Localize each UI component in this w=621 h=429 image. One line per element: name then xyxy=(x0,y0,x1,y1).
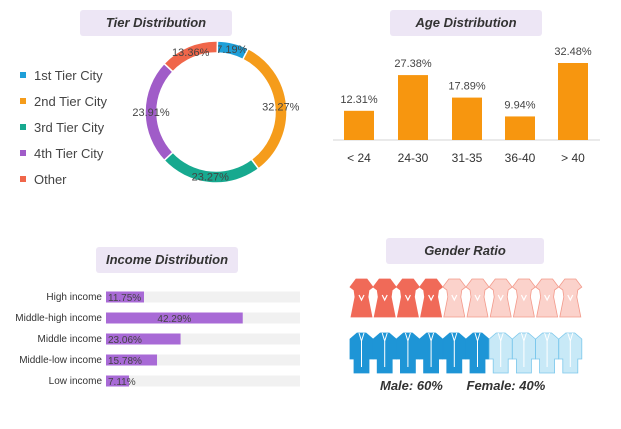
age-tick-label: 36-40 xyxy=(505,151,536,165)
shirt-detail xyxy=(567,332,574,367)
income-value-label: 23.06% xyxy=(108,335,142,346)
legend-label: 1st Tier City xyxy=(34,67,103,83)
slice-label: 23.27% xyxy=(192,172,230,184)
slice-label: 7.19% xyxy=(216,44,247,56)
age-bar xyxy=(505,116,535,140)
legend-swatch xyxy=(20,124,26,130)
dress-icon xyxy=(535,278,560,318)
income-track xyxy=(106,354,300,366)
shirt-detail xyxy=(358,332,365,367)
income-bar xyxy=(106,312,243,324)
shirt-detail xyxy=(474,332,481,367)
dress-detail xyxy=(497,294,504,302)
legend-item: 1st Tier City xyxy=(20,62,107,88)
dress-detail xyxy=(404,294,411,302)
age-tick-label: 24-30 xyxy=(398,151,429,165)
age-title: Age Distribution xyxy=(390,10,542,36)
dress-detail xyxy=(381,294,388,302)
legend-swatch xyxy=(20,176,26,182)
income-bar xyxy=(106,354,158,366)
age-bar xyxy=(398,75,428,140)
tier-legend: 1st Tier City 2nd Tier City 3rd Tier City 4… xyxy=(20,62,107,192)
legend-item: 3rd Tier City xyxy=(20,114,107,140)
male-label: Male: 60% xyxy=(380,378,443,393)
income-track xyxy=(106,375,300,387)
donut-slice xyxy=(163,40,219,73)
shirt-detail xyxy=(381,332,388,367)
dress-icon xyxy=(395,278,420,318)
income-category-label: Middle-high income xyxy=(15,313,102,324)
dress-detail xyxy=(428,294,435,302)
dress-detail xyxy=(358,294,365,302)
income-category-label: Middle income xyxy=(38,334,103,345)
dress-detail xyxy=(520,294,527,302)
shirt-detail xyxy=(451,332,458,367)
shirt-detail xyxy=(520,332,527,367)
income-track xyxy=(106,333,300,345)
income-category-label: Middle-low income xyxy=(19,355,102,366)
age-tick-label: < 24 xyxy=(347,151,371,165)
income-track xyxy=(106,291,300,303)
age-tick-label: 31-35 xyxy=(452,151,483,165)
legend-item: 2nd Tier City xyxy=(20,88,107,114)
slice-label: 13.36% xyxy=(172,47,210,59)
age-bar xyxy=(452,97,482,140)
age-value-label: 17.89% xyxy=(448,81,486,93)
gender-caption: Male: 60% Female: 40% xyxy=(380,378,551,393)
dress-detail xyxy=(451,294,458,302)
income-value-label: 15.78% xyxy=(108,356,142,367)
income-bar xyxy=(106,375,129,387)
legend-swatch xyxy=(20,150,26,156)
legend-swatch xyxy=(20,98,26,104)
dress-icon xyxy=(488,278,513,318)
income-value-label: 7.11% xyxy=(108,377,136,388)
age-bar xyxy=(558,63,588,140)
legend-item: Other xyxy=(20,166,107,192)
income-category-label: Low income xyxy=(49,376,103,387)
gender-title: Gender Ratio xyxy=(386,238,544,264)
dress-icon xyxy=(419,278,444,318)
legend-label: 2nd Tier City xyxy=(34,93,107,109)
dress-icon xyxy=(558,278,583,318)
dress-icon xyxy=(442,278,467,318)
shirt-detail xyxy=(544,332,551,367)
income-value-label: 42.29% xyxy=(157,314,191,325)
income-bar xyxy=(106,333,181,345)
shirt-detail xyxy=(497,332,504,367)
female-label: Female: 40% xyxy=(466,378,546,393)
dress-detail xyxy=(567,294,574,302)
legend-label: Other xyxy=(34,171,67,187)
legend-label: 4th Tier City xyxy=(34,145,104,161)
age-value-label: 9.94% xyxy=(504,99,535,111)
age-tick-label: > 40 xyxy=(561,151,585,165)
slice-label: 32.27% xyxy=(262,101,300,113)
dress-detail xyxy=(474,294,481,302)
age-bar xyxy=(344,110,374,140)
legend-item: 4th Tier City xyxy=(20,140,107,166)
dress-icon xyxy=(465,278,490,318)
legend-label: 3rd Tier City xyxy=(34,119,105,135)
shirt-detail xyxy=(404,332,411,367)
dress-icon xyxy=(372,278,397,318)
age-value-label: 12.31% xyxy=(340,94,378,106)
income-value-label: 11.75% xyxy=(108,293,141,304)
income-bar xyxy=(106,291,144,303)
slice-label: 23.91% xyxy=(132,107,170,119)
income-category-label: High income xyxy=(46,292,102,303)
tier-title: Tier Distribution xyxy=(80,10,232,36)
age-value-label: 32.48% xyxy=(554,46,592,58)
dress-icon xyxy=(349,278,374,318)
dress-icon xyxy=(511,278,536,318)
income-title: Income Distribution xyxy=(96,247,238,273)
shirt-detail xyxy=(428,332,435,367)
legend-swatch xyxy=(20,72,26,78)
age-value-label: 27.38% xyxy=(394,58,432,70)
dress-detail xyxy=(544,294,551,302)
